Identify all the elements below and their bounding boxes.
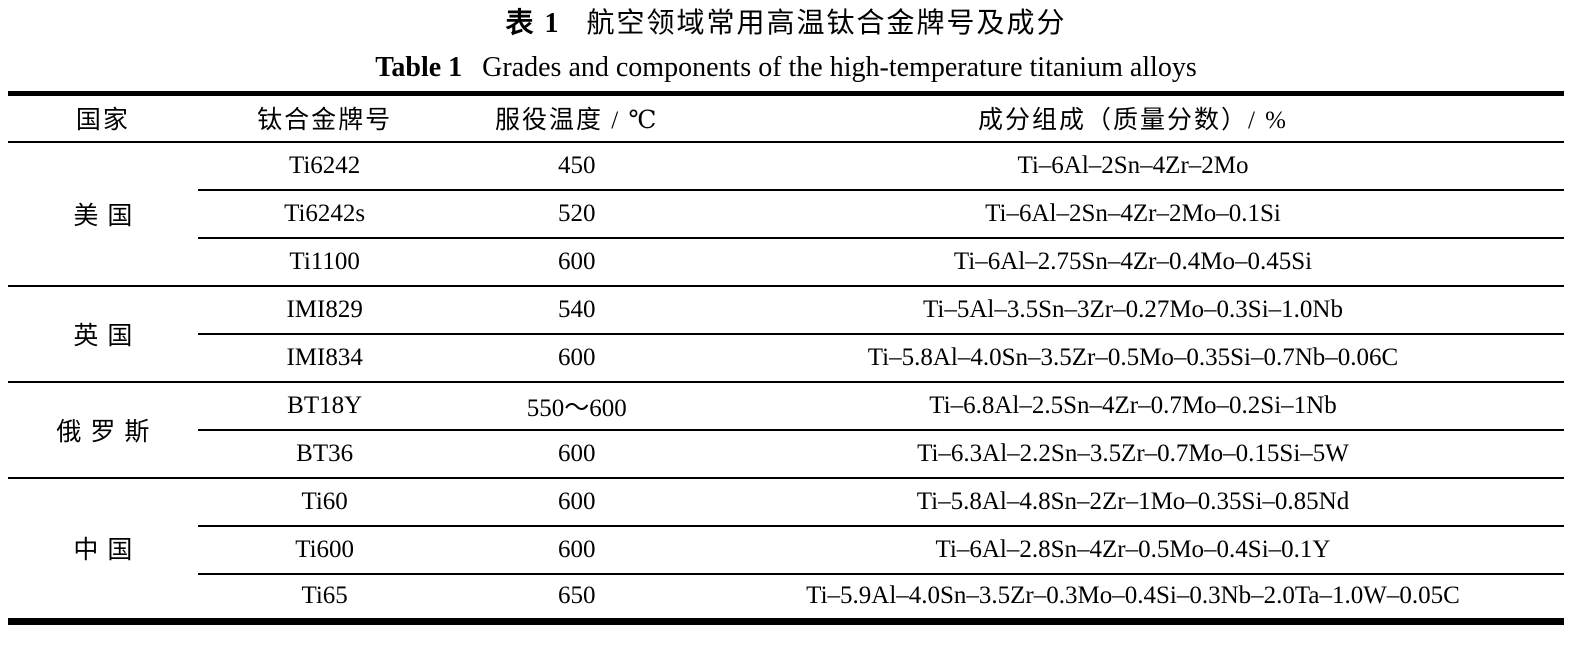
header-row: 国家 钛合金牌号 服役温度 / ℃ 成分组成（质量分数）/ %	[8, 93, 1564, 143]
temp-cell: 650	[451, 572, 702, 622]
alloy-table: 国家 钛合金牌号 服役温度 / ℃ 成分组成（质量分数）/ % 美国 Ti624…	[8, 91, 1564, 625]
composition-cell: Ti–6Al–2Sn–4Zr–2Mo	[1017, 151, 1249, 179]
country-cell: 中国	[8, 476, 198, 622]
table-title-zh-label: 表 1	[505, 8, 561, 39]
grade-cell: Ti6242s	[197, 188, 452, 238]
temp-cell: 600	[451, 476, 702, 526]
table-row: 俄罗斯 BT18Y 550～600 Ti–6.8Al–2.5Sn–4Zr–0.7…	[8, 380, 1564, 478]
composition-cell: Ti–5Al–3.5Sn–3Zr–0.27Mo–0.3Si–1.0Nb	[701, 284, 1564, 334]
table-row: Ti65 650 Ti–5.9Al–4.0Sn–3.5Zr–0.3Mo–0.4S…	[8, 572, 1564, 622]
grade-cell: BT36	[197, 428, 452, 478]
table-title-zh: 表 1 航空领域常用高温钛合金牌号及成分	[0, 5, 1572, 51]
composition-cell: Ti–6.8Al–2.5Sn–4Zr–0.7Mo–0.2Si–1Nb	[701, 380, 1564, 430]
table-title-zh-text: 航空领域常用高温钛合金牌号及成分	[586, 8, 1067, 39]
table-row: Ti600 600 Ti–6Al–2.8Sn–4Zr–0.5Mo–0.4Si–0…	[8, 524, 1564, 574]
table-row: BT36 600 Ti–6.3Al–2.2Sn–3.5Zr–0.7Mo–0.15…	[8, 428, 1564, 478]
table-row: IMI834 600 Ti–5.8Al–4.0Sn–3.5Zr–0.5Mo–0.…	[8, 332, 1564, 382]
composition-cell: Ti–5.8Al–4.0Sn–3.5Zr–0.5Mo–0.35Si–0.7Nb–…	[701, 332, 1564, 382]
composition-cell: Ti–6.3Al–2.2Sn–3.5Zr–0.7Mo–0.15Si–5W	[701, 428, 1564, 478]
temp-cell: 600	[451, 428, 702, 478]
grade-cell: IMI834	[197, 332, 452, 382]
composition-cell: Ti–5.8Al–4.8Sn–2Zr–1Mo–0.35Si–0.85Nd	[701, 476, 1564, 526]
country-cell: 英国	[8, 284, 198, 382]
table-title-en: Table 1 Grades and components of the high…	[0, 51, 1572, 91]
table-row: 美国 Ti6242 450 Ti–6Al–2Sn–4Zr–2Mo	[8, 142, 1564, 230]
composition-cell: Ti–5.9Al–4.0Sn–3.5Zr–0.3Mo–0.4Si–0.3Nb–2…	[701, 572, 1564, 622]
grade-cell: BT18Y	[197, 380, 452, 430]
column-header-country: 国家	[8, 93, 198, 143]
column-header-composition: 成分组成（质量分数）/ %	[701, 93, 1564, 143]
country-cell: 美国	[73, 202, 142, 230]
composition-cell: Ti–6Al–2.8Sn–4Zr–0.5Mo–0.4Si–0.1Y	[701, 524, 1564, 574]
table-row: 英国 IMI829 540 Ti–5Al–3.5Sn–3Zr–0.27Mo–0.…	[8, 284, 1564, 382]
grade-cell: Ti6242	[288, 151, 361, 179]
grade-cell: Ti1100	[197, 236, 452, 286]
temp-cell: 600	[451, 236, 702, 286]
table-title-en-text: Grades and components of the high-temper…	[482, 52, 1197, 83]
column-header-grade: 钛合金牌号	[197, 93, 452, 143]
temp-cell: 600	[451, 332, 702, 382]
temp-cell: 550～600	[451, 380, 702, 430]
temp-cell: 540	[451, 284, 702, 334]
temp-cell: 600	[451, 524, 702, 574]
country-cell: 俄罗斯	[8, 380, 198, 478]
column-header-temperature: 服役温度 / ℃	[451, 93, 702, 143]
temp-cell: 450	[557, 151, 596, 179]
grade-cell: IMI829	[197, 284, 452, 334]
temp-cell: 520	[451, 188, 702, 238]
composition-cell: Ti–6Al–2Sn–4Zr–2Mo–0.1Si	[701, 188, 1564, 238]
composition-cell: Ti–6Al–2.75Sn–4Zr–0.4Mo–0.45Si	[701, 236, 1564, 286]
grade-cell: Ti60	[197, 476, 452, 526]
table-title-en-label: Table 1	[375, 52, 463, 83]
grade-cell: Ti65	[197, 572, 452, 622]
grade-cell: Ti600	[197, 524, 452, 574]
table-row: Ti6242s 520 Ti–6Al–2Sn–4Zr–2Mo–0.1Si	[8, 188, 1564, 238]
table-row: Ti1100 600 Ti–6Al–2.75Sn–4Zr–0.4Mo–0.45S…	[8, 236, 1564, 286]
table-row: 中国 Ti60 600 Ti–5.8Al–4.8Sn–2Zr–1Mo–0.35S…	[8, 476, 1564, 622]
